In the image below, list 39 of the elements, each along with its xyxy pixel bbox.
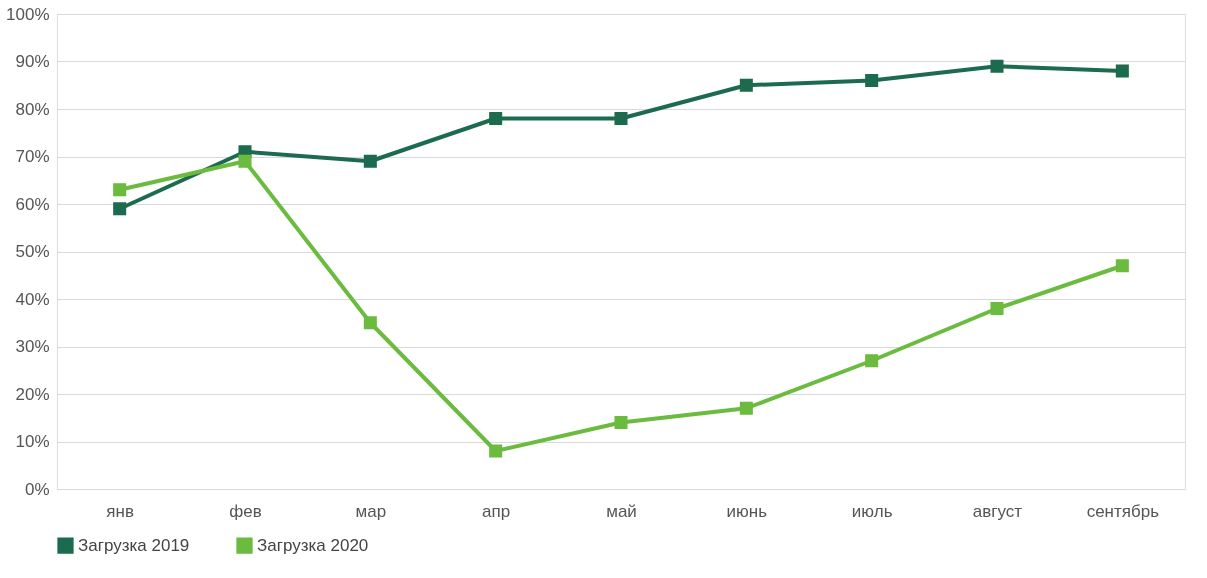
y-tick-label: 60%	[15, 194, 50, 214]
y-tick-label: 100%	[6, 4, 50, 24]
x-tick-label: сентябрь	[1086, 501, 1160, 521]
point	[238, 154, 252, 168]
point	[363, 316, 377, 330]
x-tick-label: фев	[229, 501, 262, 521]
y-tick-label: 50%	[15, 242, 50, 261]
x-tick-label: август	[972, 501, 1023, 521]
point	[113, 202, 127, 216]
y-tick-label: 10%	[15, 432, 50, 451]
x-tick-label: июль	[851, 501, 893, 521]
point	[489, 444, 503, 458]
x-tick-label: май	[606, 501, 637, 521]
point	[865, 354, 879, 368]
point	[489, 111, 503, 126]
legend-label: Загрузка 2019	[78, 535, 190, 555]
y-tick-label: 80%	[15, 99, 50, 119]
x-tick-label: янв	[106, 501, 134, 521]
x-tick-label: июнь	[726, 501, 768, 521]
y-tick-label: 30%	[15, 337, 50, 356]
point	[1115, 259, 1129, 273]
y-tick-label: 90%	[15, 52, 50, 71]
point	[363, 154, 377, 168]
point	[865, 73, 879, 88]
point	[739, 401, 753, 415]
point	[614, 415, 628, 430]
legend-label: Загрузка 2020	[257, 535, 369, 555]
y-tick-label: 0%	[24, 479, 50, 499]
x-tick-label: апр	[482, 501, 511, 521]
y-tick-label: 40%	[15, 289, 50, 309]
x-tick-label: мар	[355, 501, 387, 521]
y-tick-label: 20%	[15, 384, 50, 404]
point	[739, 78, 753, 92]
y-tick-label: 70%	[15, 147, 50, 166]
point	[990, 301, 1004, 316]
point	[614, 111, 628, 126]
point	[990, 59, 1004, 73]
point	[113, 183, 127, 197]
point	[1115, 64, 1129, 78]
